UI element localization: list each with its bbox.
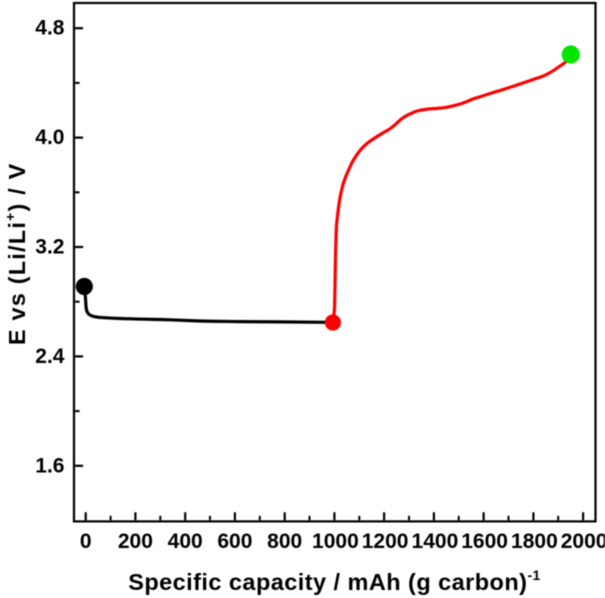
- svg-text:1600: 1600: [461, 530, 508, 553]
- svg-text:E vs (Li/Li+) / V: E vs (Li/Li+) / V: [2, 162, 30, 345]
- svg-text:Specific capacity / mAh (g car: Specific capacity / mAh (g carbon)-1: [128, 567, 541, 595]
- svg-text:400: 400: [168, 530, 203, 553]
- svg-text:1200: 1200: [362, 530, 409, 553]
- svg-text:200: 200: [118, 530, 153, 553]
- svg-text:4.0: 4.0: [35, 126, 64, 149]
- svg-text:800: 800: [267, 530, 302, 553]
- svg-text:2000: 2000: [561, 530, 605, 553]
- svg-text:1.6: 1.6: [35, 454, 64, 477]
- svg-text:600: 600: [217, 530, 252, 553]
- svg-text:1400: 1400: [412, 530, 459, 553]
- svg-text:2.4: 2.4: [35, 345, 65, 368]
- svg-text:1000: 1000: [312, 530, 359, 553]
- svg-text:4.8: 4.8: [35, 17, 65, 40]
- svg-text:1800: 1800: [511, 530, 558, 553]
- svg-text:0: 0: [80, 530, 92, 553]
- svg-text:3.2: 3.2: [35, 236, 64, 259]
